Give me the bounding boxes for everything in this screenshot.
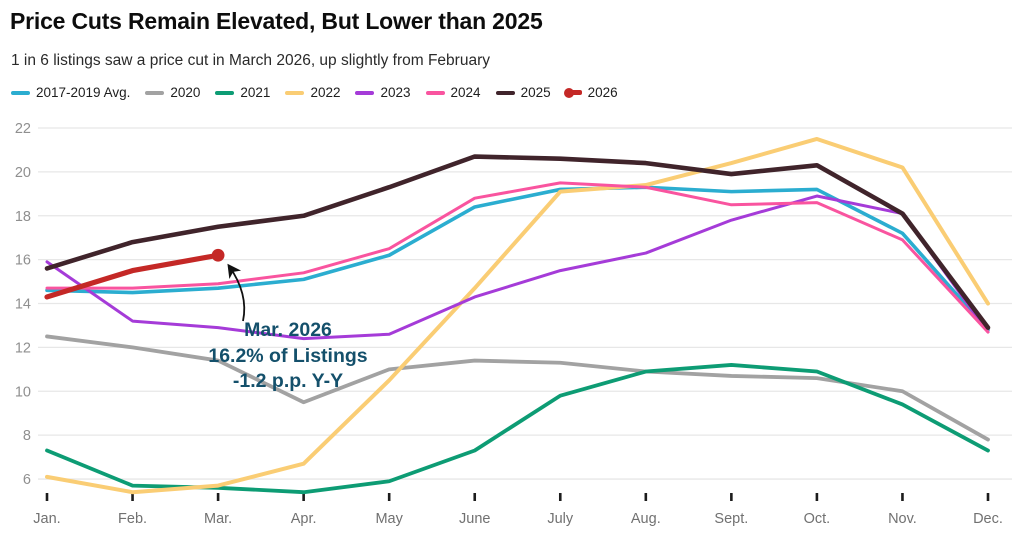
annotation-line-1: Mar. 2026 [244,319,332,341]
annotation-callout: Mar. 2026 16.2% of Listings -1.2 p.p. Y-… [178,318,398,395]
y-axis-label-14: 14 [15,297,31,313]
x-axis-label-Dec.: Dec. [973,511,1003,527]
series-line-2020 [45,334,990,442]
y-axis-label-20: 20 [15,165,31,181]
annotation-line-2: 16.2% of Listings [208,344,368,367]
legend-swatch-2022 [285,90,305,95]
legend-item-2017-2019-Avg-: 2017-2019 Avg. [11,85,130,100]
x-axis-label-June: June [459,511,490,527]
y-axis-label-18: 18 [15,209,31,225]
x-axis-label-Nov.: Nov. [888,511,917,527]
y-axis-label-12: 12 [15,340,31,356]
legend-swatch-2024 [425,90,445,95]
mar-2026-endpoint-dot [211,248,225,262]
legend-swatch-2021 [215,90,235,95]
x-axis-label-Feb.: Feb. [118,511,147,527]
legend-label: 2020 [170,85,201,100]
legend-label: 2021 [240,85,271,100]
x-axis-label-Jan.: Jan. [33,511,60,527]
chart-legend: 2017-2019 Avg. 2020 2021 2022 2023 2024 2025 20… [11,85,618,100]
legend-label: 2022 [310,85,341,100]
series-line-2025 [44,154,991,330]
y-axis-label-10: 10 [15,384,31,400]
legend-label: 2026 [587,85,618,100]
y-axis-label-22: 22 [15,121,31,137]
x-axis-label-July: July [547,511,574,527]
chart-subtitle: 1 in 6 listings saw a price cut in March… [11,52,490,69]
legend-swatch-2020 [145,90,165,95]
legend-label: 2023 [380,85,411,100]
legend-swatch-2025 [495,90,515,95]
series-line-2024 [45,181,990,334]
legend-label: 2025 [520,85,551,100]
legend-swatch-2017-2019-Avg- [11,90,30,95]
annotation-arrow [227,263,246,322]
legend-swatch-2023 [355,90,375,95]
y-axis-label-6: 6 [23,472,31,488]
x-axis-label-May: May [375,511,403,527]
legend-item-2021: 2021 [215,85,270,100]
series-line-2022 [45,136,990,495]
legend-item-2026: 2026 [563,85,618,100]
x-axis-label-Aug.: Aug. [631,511,661,527]
series-line-2023 [45,194,990,341]
y-axis-label-8: 8 [23,428,31,444]
series-line-2017-2019-Avg- [45,185,990,332]
chart-title: Price Cuts Remain Elevated, But Lower th… [10,8,543,34]
legend-item-2023: 2023 [355,85,411,100]
series-line-2026 [44,252,221,300]
legend-label: 2024 [450,85,481,100]
legend-item-2025: 2025 [495,85,551,100]
annotation-line-3: -1.2 p.p. Y-Y [232,370,344,392]
x-axis-label-Oct.: Oct. [804,511,831,527]
x-axis-label-Sept.: Sept. [714,511,748,527]
y-axis-label-16: 16 [15,253,31,269]
legend-label: 2017-2019 Avg. [36,85,131,100]
x-axis-label-Mar.: Mar. [204,511,232,527]
legend-item-2024: 2024 [425,85,481,100]
legend-swatch-2026 [563,87,582,98]
legend-item-2022: 2022 [285,85,340,100]
legend-item-2020: 2020 [145,85,200,100]
x-axis-label-Apr.: Apr. [291,511,317,527]
